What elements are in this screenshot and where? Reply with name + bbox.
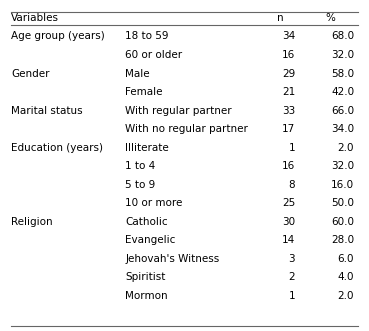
Text: 17: 17 xyxy=(282,124,295,134)
Text: Evangelic: Evangelic xyxy=(125,235,176,245)
Text: Illiterate: Illiterate xyxy=(125,143,169,153)
Text: 25: 25 xyxy=(282,198,295,208)
Text: 29: 29 xyxy=(282,69,295,78)
Text: With no regular partner: With no regular partner xyxy=(125,124,248,134)
Text: %: % xyxy=(325,13,335,23)
Text: Religion: Religion xyxy=(11,217,53,227)
Text: 50.0: 50.0 xyxy=(331,198,354,208)
Text: 1: 1 xyxy=(289,143,295,153)
Text: With regular partner: With regular partner xyxy=(125,106,232,116)
Text: Jehovah's Witness: Jehovah's Witness xyxy=(125,254,220,264)
Text: 1 to 4: 1 to 4 xyxy=(125,161,156,171)
Text: 60.0: 60.0 xyxy=(331,217,354,227)
Text: 32.0: 32.0 xyxy=(331,50,354,60)
Text: Marital status: Marital status xyxy=(11,106,83,116)
Text: Education (years): Education (years) xyxy=(11,143,103,153)
Text: 34.0: 34.0 xyxy=(331,124,354,134)
Text: Gender: Gender xyxy=(11,69,49,78)
Text: 4.0: 4.0 xyxy=(338,272,354,282)
Text: 2.0: 2.0 xyxy=(338,143,354,153)
Text: Variables: Variables xyxy=(11,13,59,23)
Text: 34: 34 xyxy=(282,31,295,41)
Text: n: n xyxy=(277,13,284,23)
Text: 16.0: 16.0 xyxy=(331,180,354,190)
Text: Catholic: Catholic xyxy=(125,217,168,227)
Text: 32.0: 32.0 xyxy=(331,161,354,171)
Text: 8: 8 xyxy=(289,180,295,190)
Text: Spiritist: Spiritist xyxy=(125,272,166,282)
Text: 60 or older: 60 or older xyxy=(125,50,183,60)
Text: 42.0: 42.0 xyxy=(331,87,354,97)
Text: 30: 30 xyxy=(282,217,295,227)
Text: 2.0: 2.0 xyxy=(338,291,354,301)
Text: 16: 16 xyxy=(282,161,295,171)
Text: 68.0: 68.0 xyxy=(331,31,354,41)
Text: 10 or more: 10 or more xyxy=(125,198,183,208)
Text: 66.0: 66.0 xyxy=(331,106,354,116)
Text: Female: Female xyxy=(125,87,163,97)
Text: 5 to 9: 5 to 9 xyxy=(125,180,156,190)
Text: Mormon: Mormon xyxy=(125,291,168,301)
Text: 21: 21 xyxy=(282,87,295,97)
Text: 1: 1 xyxy=(289,291,295,301)
Text: 18 to 59: 18 to 59 xyxy=(125,31,169,41)
Text: 16: 16 xyxy=(282,50,295,60)
Text: 28.0: 28.0 xyxy=(331,235,354,245)
Text: Age group (years): Age group (years) xyxy=(11,31,105,41)
Text: 33: 33 xyxy=(282,106,295,116)
Text: 2: 2 xyxy=(289,272,295,282)
Text: 6.0: 6.0 xyxy=(338,254,354,264)
Text: Male: Male xyxy=(125,69,150,78)
Text: 58.0: 58.0 xyxy=(331,69,354,78)
Text: 14: 14 xyxy=(282,235,295,245)
Text: 3: 3 xyxy=(289,254,295,264)
